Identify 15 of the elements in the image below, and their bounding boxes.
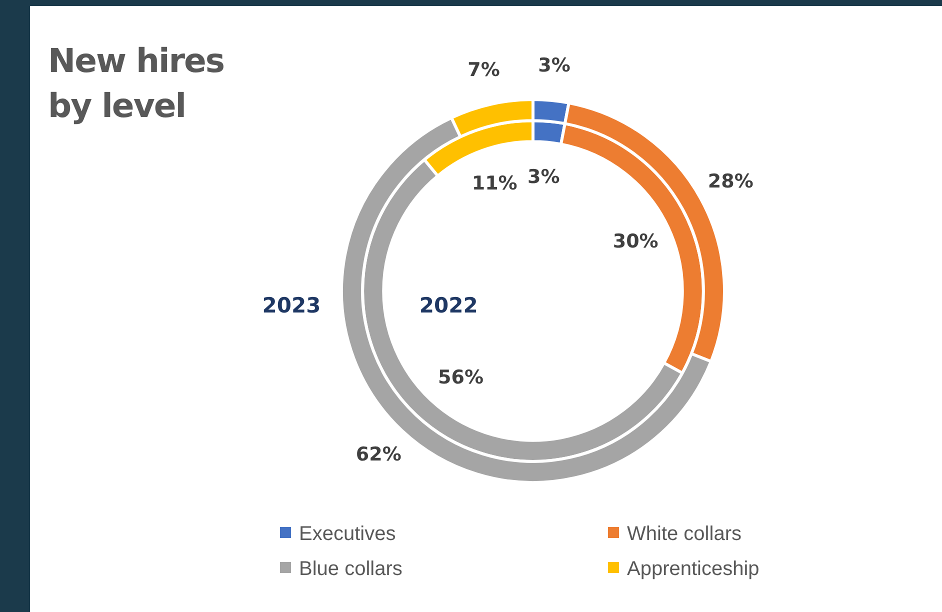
slice-label: 2023 <box>262 293 321 318</box>
data-label: 28% <box>708 170 754 192</box>
chart-title: New hires by level <box>48 40 224 127</box>
data-label: 56% <box>438 366 484 388</box>
data-label: 30% <box>612 230 658 253</box>
data-label: 3% <box>538 54 570 76</box>
legend-label: Blue collars <box>298 558 404 581</box>
legend-label: White collars <box>626 523 742 546</box>
slice-label: 2022 <box>419 293 478 318</box>
data-label: 7% <box>468 58 500 81</box>
legend-label: Apprenticeship <box>626 558 760 581</box>
legend-label: Executives <box>298 523 397 546</box>
data-label: 3% <box>528 166 560 188</box>
data-label: 11% <box>472 172 518 194</box>
data-label: 62% <box>356 443 402 466</box>
